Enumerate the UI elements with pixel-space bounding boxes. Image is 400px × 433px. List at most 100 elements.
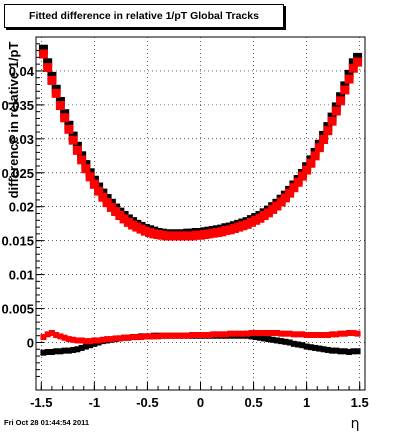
data-point	[337, 330, 344, 337]
y-tick-label: 0.005	[1, 302, 34, 317]
data-point	[98, 192, 108, 202]
data-point	[290, 340, 297, 347]
x-tick-label: -1.5	[30, 395, 52, 410]
data-point	[47, 75, 57, 85]
data-point	[65, 347, 72, 354]
data-point	[193, 332, 200, 339]
data-point	[307, 332, 314, 339]
x-tick-label: 0	[197, 395, 204, 410]
data-point	[290, 331, 297, 338]
y-tick-label: 0.03	[9, 132, 34, 147]
y-tick-label: 0.025	[1, 166, 34, 181]
data-point	[293, 177, 303, 187]
data-point	[218, 331, 225, 338]
data-point	[324, 332, 331, 339]
data-point	[61, 334, 68, 341]
data-point	[104, 336, 111, 343]
data-point	[231, 330, 238, 337]
data-point	[278, 338, 285, 345]
y-axis-ticks: 0 0.005 0.01 0.015 0.02 0.025 0.03 0.035 0.04	[1, 43, 44, 377]
data-point	[295, 331, 302, 338]
data-point	[74, 346, 81, 353]
data-point	[138, 334, 145, 341]
data-point	[85, 172, 95, 182]
data-point	[265, 329, 272, 336]
data-point	[331, 106, 341, 116]
footer-timestamp: Fri Oct 28 01:44:54 2011	[4, 418, 90, 427]
data-point	[312, 344, 319, 351]
data-point	[95, 337, 102, 344]
chart-title: Fitted difference in relative 1/pT Globa…	[4, 4, 284, 28]
grid	[36, 37, 365, 390]
data-point	[295, 341, 302, 348]
data-point	[307, 344, 314, 351]
data-point	[89, 179, 99, 189]
x-axis-label: η	[351, 416, 360, 432]
data-point	[333, 347, 340, 354]
data-point	[121, 334, 128, 341]
data-point	[344, 69, 354, 79]
data-point	[273, 329, 280, 336]
data-point	[282, 338, 289, 345]
data-point	[184, 332, 191, 339]
data-point	[43, 63, 53, 73]
data-point	[40, 334, 47, 341]
data-point	[333, 331, 340, 338]
y-tick-label: 0.01	[9, 268, 34, 283]
data-point	[285, 188, 295, 198]
data-point	[348, 63, 358, 73]
data-point	[286, 339, 293, 346]
data-point	[44, 348, 51, 355]
data-point	[55, 101, 65, 111]
data-point	[299, 331, 306, 338]
data-point	[167, 332, 174, 339]
data-point	[74, 337, 81, 344]
data-point	[336, 96, 346, 106]
data-point	[244, 330, 251, 337]
data-point	[44, 331, 51, 338]
y-axis-label: difference in relative 1/pT	[6, 42, 21, 199]
data-point	[38, 49, 48, 59]
data-point	[197, 332, 204, 339]
data-point	[64, 124, 74, 134]
data-point	[205, 332, 212, 339]
data-point	[125, 334, 132, 341]
data-point	[53, 332, 60, 339]
data-point	[133, 334, 140, 341]
data-point	[261, 329, 268, 336]
data-point	[341, 330, 348, 337]
data-point	[53, 348, 60, 355]
data-point	[227, 330, 234, 337]
data-point	[329, 331, 336, 338]
data-point	[297, 171, 307, 181]
data-point	[256, 334, 263, 341]
data-point	[353, 52, 363, 62]
data-point	[142, 333, 149, 340]
data-point	[312, 332, 319, 339]
data-point	[172, 332, 179, 339]
data-point	[43, 58, 53, 68]
data-point	[78, 344, 85, 351]
data-point	[214, 331, 221, 338]
data-point	[146, 333, 153, 340]
data-point	[269, 336, 276, 343]
data-point	[61, 347, 68, 354]
y-tick-label: 0.015	[1, 234, 34, 249]
data-point	[108, 336, 115, 343]
data-point	[299, 342, 306, 349]
data-point	[310, 151, 320, 161]
x-tick-label: -0.5	[136, 395, 158, 410]
data-point	[82, 338, 89, 345]
data-point	[201, 332, 208, 339]
data-point	[102, 198, 112, 208]
data-point	[302, 165, 312, 175]
data-point	[289, 183, 299, 193]
data-point	[78, 337, 85, 344]
data-point	[354, 330, 361, 337]
data-point	[48, 329, 55, 336]
data-point	[252, 334, 259, 341]
x-tick-label: -1	[89, 395, 101, 410]
data-point	[180, 332, 187, 339]
data-point	[341, 348, 348, 355]
